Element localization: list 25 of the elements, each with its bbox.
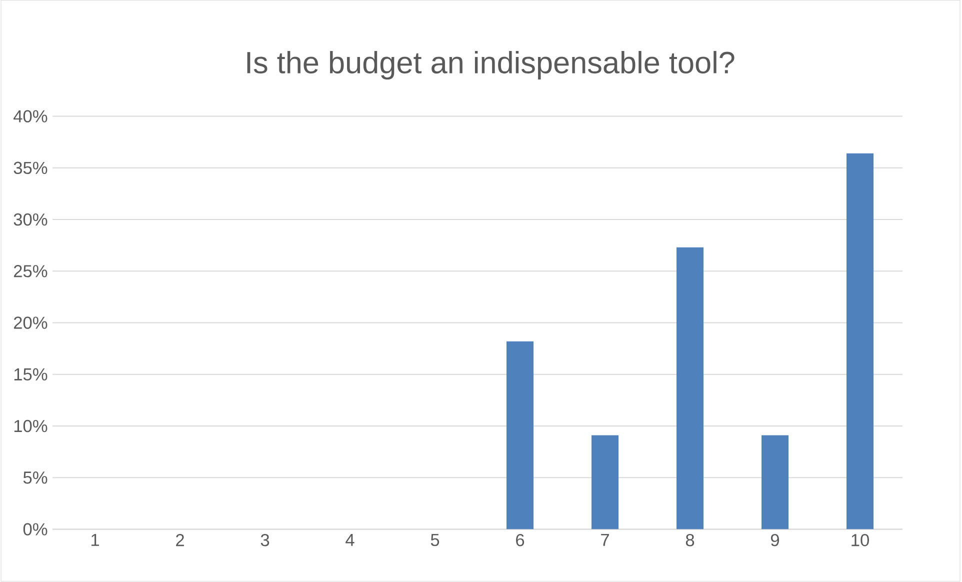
x-tick-label: 4 <box>346 534 354 546</box>
y-tick-label: 10% <box>14 420 48 432</box>
x-tick-label: 9 <box>771 534 780 546</box>
y-tick-label: 35% <box>14 162 48 174</box>
y-tick-label: 40% <box>14 110 48 122</box>
y-tick-label: 5% <box>23 471 48 484</box>
y-tick-label: 15% <box>14 368 48 380</box>
x-tick-label: 7 <box>601 534 609 546</box>
y-tick-label: 0% <box>23 523 48 536</box>
y-tick-label: 20% <box>14 316 48 329</box>
x-tick-label: 5 <box>430 534 440 546</box>
x-tick-label: 6 <box>516 534 524 546</box>
x-tick-label: 3 <box>260 534 270 546</box>
chart-title: Is the budget an indispensable tool? <box>247 50 734 80</box>
y-tick-label: 30% <box>14 213 48 226</box>
bar <box>846 153 874 530</box>
y-tick-label: 25% <box>14 264 48 278</box>
x-tick-label: 1 <box>92 534 99 546</box>
x-tick-label: 8 <box>686 534 694 546</box>
x-tick-label: 2 <box>176 534 184 546</box>
bar <box>762 435 789 530</box>
bar <box>506 341 534 530</box>
bar <box>676 247 704 530</box>
x-tick-label: 10 <box>852 534 869 546</box>
bar <box>592 435 619 530</box>
